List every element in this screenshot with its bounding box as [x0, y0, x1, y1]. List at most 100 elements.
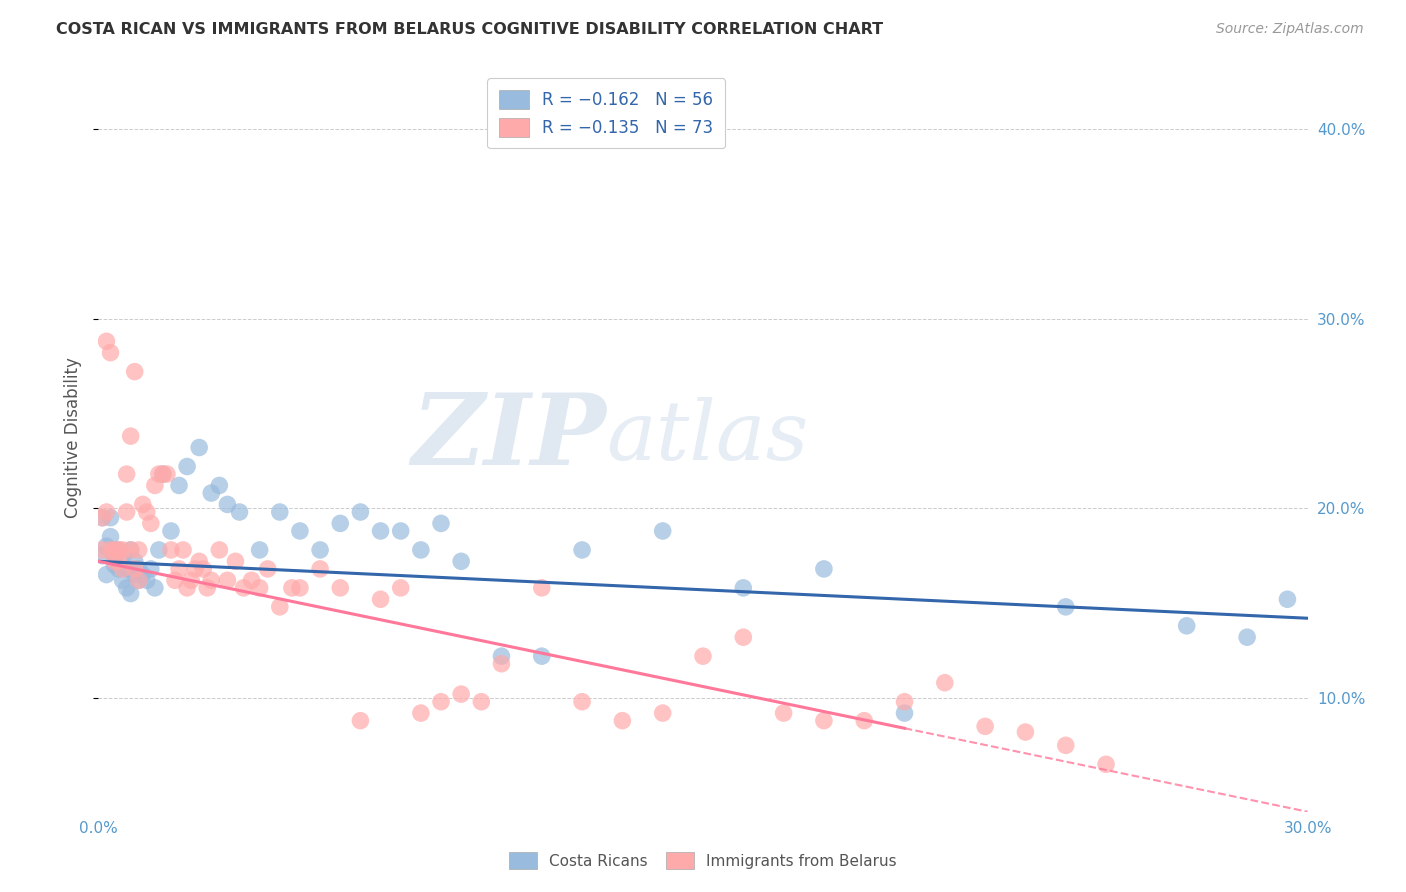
Point: [281, 581, 304, 595]
Point: [288, 524, 311, 538]
Point: [228, 505, 250, 519]
Point: [1054, 599, 1077, 614]
Point: [974, 719, 997, 733]
Point: [329, 581, 352, 595]
Point: [148, 543, 170, 558]
Point: [156, 467, 179, 481]
Point: [692, 649, 714, 664]
Point: [733, 630, 755, 644]
Text: ZIP: ZIP: [412, 389, 606, 485]
Point: [135, 505, 157, 519]
Text: atlas: atlas: [606, 397, 808, 477]
Point: [370, 592, 392, 607]
Point: [224, 554, 246, 568]
Point: [934, 675, 956, 690]
Point: [1236, 630, 1258, 644]
Point: [143, 581, 166, 595]
Point: [651, 524, 673, 538]
Point: [1095, 757, 1118, 772]
Point: [128, 543, 150, 558]
Point: [107, 543, 129, 558]
Point: [772, 706, 794, 720]
Point: [135, 574, 157, 588]
Point: [269, 599, 291, 614]
Point: [430, 695, 453, 709]
Point: [111, 554, 134, 568]
Point: [188, 554, 211, 568]
Point: [470, 695, 492, 709]
Point: [120, 586, 142, 600]
Point: [176, 581, 198, 595]
Point: [148, 467, 170, 481]
Point: [450, 687, 472, 701]
Text: COSTA RICAN VS IMMIGRANTS FROM BELARUS COGNITIVE DISABILITY CORRELATION CHART: COSTA RICAN VS IMMIGRANTS FROM BELARUS C…: [56, 22, 883, 37]
Point: [195, 581, 218, 595]
Point: [217, 497, 239, 511]
Point: [160, 524, 183, 538]
Point: [91, 510, 114, 524]
Point: [100, 543, 122, 558]
Point: [91, 549, 114, 563]
Point: [152, 467, 174, 481]
Point: [217, 574, 239, 588]
Point: [103, 543, 125, 558]
Point: [124, 567, 146, 582]
Point: [115, 467, 138, 481]
Point: [200, 574, 222, 588]
Point: [96, 505, 118, 519]
Point: [249, 543, 271, 558]
Point: [163, 574, 186, 588]
Point: [813, 562, 835, 576]
Point: [1277, 592, 1299, 607]
Point: [180, 574, 202, 588]
Point: [853, 714, 876, 728]
Point: [107, 543, 129, 558]
Point: [167, 562, 190, 576]
Point: [120, 543, 142, 558]
Point: [430, 516, 453, 531]
Point: [124, 365, 146, 379]
Point: [124, 554, 146, 568]
Point: [91, 510, 114, 524]
Point: [128, 574, 150, 588]
Point: [100, 345, 122, 359]
Point: [389, 581, 412, 595]
Point: [651, 706, 673, 720]
Point: [612, 714, 634, 728]
Point: [172, 543, 194, 558]
Text: Source: ZipAtlas.com: Source: ZipAtlas.com: [1216, 22, 1364, 37]
Point: [530, 649, 553, 664]
Point: [184, 562, 207, 576]
Point: [232, 581, 254, 595]
Point: [120, 543, 142, 558]
Point: [103, 554, 125, 568]
Point: [389, 524, 412, 538]
Point: [349, 505, 371, 519]
Point: [111, 543, 134, 558]
Point: [139, 516, 162, 531]
Point: [450, 554, 472, 568]
Y-axis label: Cognitive Disability: Cognitive Disability: [65, 357, 83, 517]
Point: [813, 714, 835, 728]
Point: [329, 516, 352, 531]
Point: [120, 429, 142, 443]
Point: [893, 706, 915, 720]
Point: [176, 459, 198, 474]
Point: [132, 567, 155, 582]
Point: [152, 467, 174, 481]
Point: [249, 581, 271, 595]
Point: [370, 524, 392, 538]
Point: [167, 478, 190, 492]
Point: [309, 562, 332, 576]
Point: [111, 562, 134, 576]
Point: [200, 486, 222, 500]
Point: [1014, 725, 1036, 739]
Point: [160, 543, 183, 558]
Point: [107, 562, 129, 576]
Point: [240, 574, 263, 588]
Legend: R = −0.162   N = 56, R = −0.135   N = 73: R = −0.162 N = 56, R = −0.135 N = 73: [488, 78, 725, 148]
Point: [188, 441, 211, 455]
Point: [124, 562, 146, 576]
Point: [103, 558, 125, 573]
Point: [143, 478, 166, 492]
